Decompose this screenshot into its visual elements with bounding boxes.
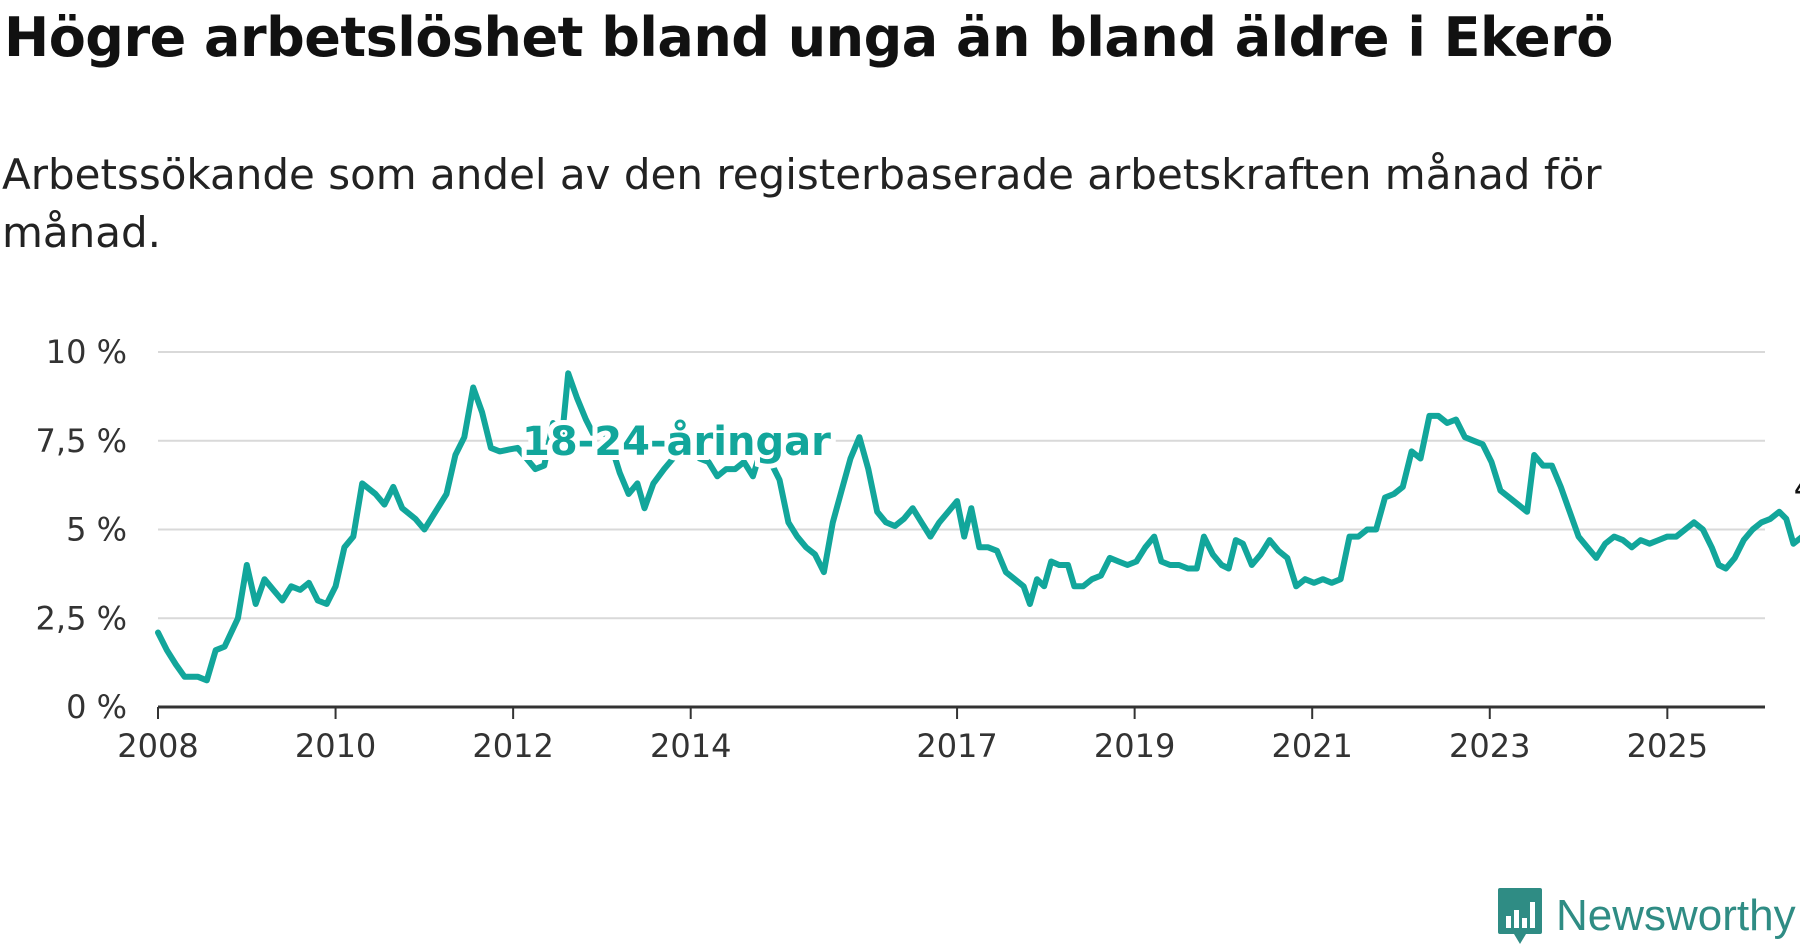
gridlines	[158, 351, 1765, 620]
y-tick-label: 7,5 %	[36, 422, 127, 460]
x-tick-label: 2021	[1271, 727, 1352, 765]
brand-name: Newsworthy	[1556, 891, 1796, 940]
x-tick-label: 2019	[1094, 727, 1175, 765]
bar-chart-icon	[1498, 888, 1542, 944]
x-tick-label: 2012	[472, 727, 553, 765]
x-tick-label: 2017	[916, 727, 997, 765]
y-tick-label: 10 %	[46, 333, 127, 371]
x-tick-label: 2008	[117, 727, 198, 765]
y-tick-label: 0 %	[66, 688, 127, 726]
axes: 0 % 2,5 % 5 % 7,5 % 10 % 2008 2010 2012 2014 2017…	[36, 333, 1765, 765]
brand-logo: Newsworthy	[1496, 886, 1796, 946]
y-tick-label: 2,5 %	[36, 599, 127, 637]
series-line	[155, 370, 1800, 684]
x-tick-label: 2023	[1449, 727, 1530, 765]
x-tick-label: 2014	[650, 727, 731, 765]
page-title: Högre arbetslöshet bland unga än bland ä…	[4, 6, 1613, 69]
x-tick-label: 2025	[1627, 727, 1708, 765]
y-tick-label: 5 %	[66, 511, 127, 549]
x-tick-label: 2010	[295, 727, 376, 765]
page-subtitle: Arbetssökande som andel av den registerb…	[2, 150, 1602, 257]
series-end-label: 4,4 %	[1794, 469, 1800, 507]
series-labels: 18-24-åringar 4,4 %	[517, 413, 1800, 507]
series-lines	[155, 370, 1800, 684]
series-name-label: 18-24-åringar	[522, 418, 831, 465]
